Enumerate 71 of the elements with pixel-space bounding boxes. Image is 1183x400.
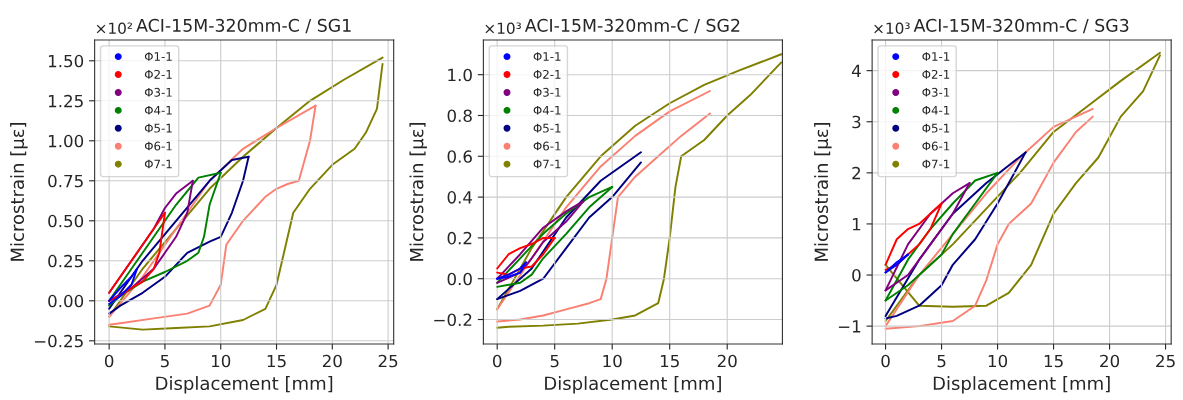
legend-label: Φ6-1 [144, 141, 172, 151]
legend-label: Φ4-1 [922, 105, 950, 115]
y-tick-label: 0.4 [447, 191, 473, 204]
x-tick-label: 15 [1044, 354, 1063, 368]
text: ×10² [96, 22, 133, 34]
legend-label: Φ1-1 [922, 52, 950, 61]
legend-label: Φ4-1 [533, 105, 561, 115]
x-tick-label: 15 [660, 354, 679, 368]
legend-label: Φ5-1 [533, 123, 561, 133]
x-tick-label: 5 [550, 354, 559, 368]
x-tick-label: 25 [1156, 354, 1175, 368]
y-tick-label: 0.2 [447, 231, 472, 245]
text: ×10³ [874, 22, 910, 34]
y-tick-label: 0.0 [447, 272, 472, 286]
chart-title: ACI-15M-320mm-C / SG1 [136, 18, 351, 34]
y-tick-label: 1 [852, 218, 861, 231]
legend-label: Φ2-1 [922, 69, 950, 79]
legend-label: Φ2-1 [144, 69, 172, 79]
x-tick-label: 5 [937, 354, 946, 368]
x-tick-label: 25 [378, 354, 398, 368]
x-tick-label: 10 [603, 354, 622, 368]
legend-label: Φ1-1 [533, 52, 561, 61]
y-tick-label: 0.25 [48, 254, 83, 268]
y-tick-label: 2 [852, 166, 861, 180]
legend-label: Φ3-1 [922, 87, 950, 97]
x-axis-title: Displacement [mm] [545, 376, 721, 394]
legend-label: Φ5-1 [922, 123, 950, 133]
y-tick-label: 0.50 [48, 214, 84, 228]
y-axis-title: Microstrain [με] [409, 123, 427, 261]
y-tick-label: 1.25 [48, 94, 83, 108]
x-tick-label: 10 [988, 354, 1008, 368]
y-tick-label: 1.0 [448, 68, 472, 82]
legend-label: Φ7-1 [144, 159, 172, 169]
x-tick-label: 20 [717, 354, 737, 368]
chart-title: ACI-15M-320mm-C / SG2 [524, 18, 740, 34]
x-tick-label: 10 [211, 354, 231, 368]
y-tick-label: 0.8 [447, 109, 472, 123]
legend-label: Φ3-1 [144, 87, 172, 97]
y-tick-label: −1 [838, 320, 861, 333]
y-tick-label: 1.00 [48, 134, 84, 148]
legend-label: Φ2-1 [533, 69, 561, 79]
y-tick-label: 0.75 [48, 174, 83, 188]
x-axis-title: Displacement [mm] [156, 376, 333, 394]
y-tick-label: 4 [851, 64, 861, 77]
y-tick-label: 1.50 [48, 54, 84, 68]
legend-label: Φ5-1 [144, 123, 172, 133]
y-axis-title: Microstrain [με] [10, 123, 28, 261]
legend-label: Φ7-1 [922, 159, 950, 169]
x-tick-label: 0 [881, 354, 890, 368]
y-tick-label: 0 [852, 268, 861, 282]
y-tick-label: 3 [852, 115, 861, 129]
y-axis-title: Microstrain [με] [814, 123, 832, 261]
legend-label: Φ4-1 [144, 105, 172, 115]
y-tick-label: −0.2 [434, 313, 472, 327]
legend-label: Φ7-1 [533, 159, 561, 169]
x-tick-label: 5 [160, 354, 169, 368]
x-tick-label: 20 [1100, 354, 1120, 368]
x-tick-label: 15 [267, 354, 286, 368]
x-tick-label: 0 [104, 354, 114, 368]
y-tick-label: 0.6 [447, 150, 472, 163]
text: ×10³ [485, 22, 521, 34]
x-axis-title: Displacement [mm] [933, 376, 1110, 394]
chart-title: ACI-15M-320mm-C / SG3 [913, 18, 1129, 34]
y-tick-label: −0.25 [34, 334, 83, 348]
x-tick-label: 20 [322, 354, 342, 368]
y-tick-label: 0.00 [48, 294, 84, 308]
legend-label: Φ6-1 [533, 141, 561, 151]
legend-label: Φ6-1 [922, 141, 950, 151]
legend-label: Φ1-1 [144, 52, 172, 61]
legend-label: Φ3-1 [533, 87, 561, 97]
x-tick-label: 0 [492, 354, 502, 368]
